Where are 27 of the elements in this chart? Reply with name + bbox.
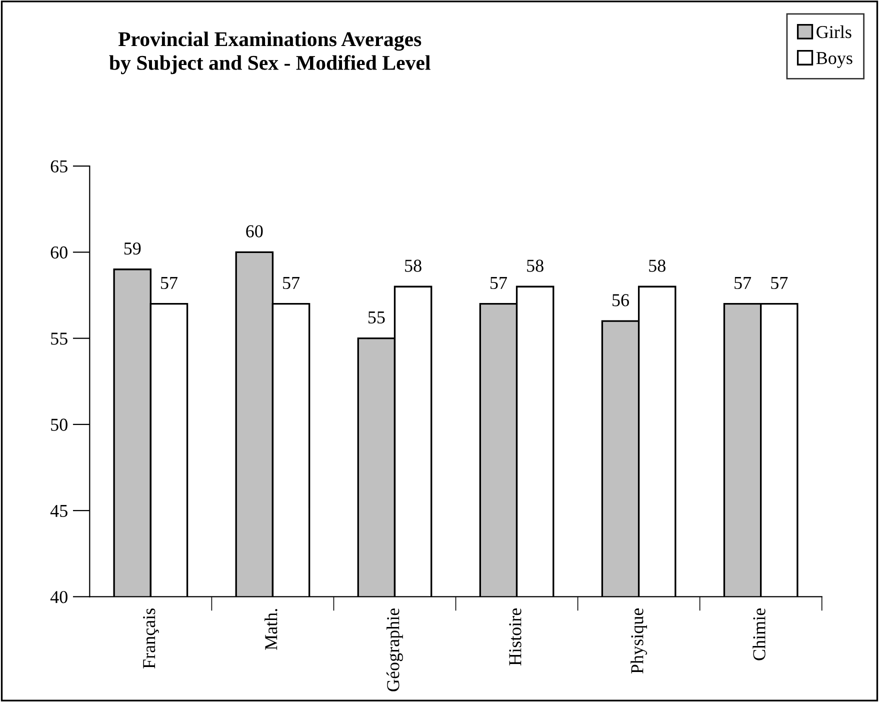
y-tick-label: 55 — [51, 332, 68, 345]
x-tick-label: Géographie — [386, 608, 403, 692]
y-tick-label: 60 — [50, 246, 68, 259]
data-label: 59 — [124, 242, 141, 255]
legend-label: Boys — [816, 52, 852, 68]
data-label: 58 — [649, 260, 666, 272]
y-tick-label: 50 — [51, 418, 68, 431]
x-tick-label: Français — [143, 608, 159, 668]
data-label: 56 — [612, 294, 629, 306]
data-label: 57 — [771, 277, 788, 290]
data-label: 55 — [368, 312, 385, 324]
x-tick-label: Math. — [264, 609, 278, 650]
x-tick-label: Histoire — [509, 608, 522, 666]
y-tick-label: 65 — [50, 160, 68, 172]
data-label: 58 — [405, 260, 422, 272]
data-label: 57 — [734, 277, 752, 290]
y-tick-label: 40 — [50, 590, 68, 604]
x-tick-label: Chimie — [752, 608, 766, 660]
data-label: 57 — [161, 277, 178, 290]
x-tick-label: Physique — [630, 608, 648, 674]
legend-label: Girls — [816, 25, 852, 38]
data-label: 58 — [527, 260, 544, 272]
data-label: 57 — [490, 277, 507, 290]
data-label: 57 — [283, 277, 300, 290]
chart-title: Provincial Examinations Averages by Subject and Sex - Modified Level — [109, 32, 430, 74]
y-tick-label: 45 — [50, 504, 68, 518]
data-label: 60 — [246, 225, 263, 238]
